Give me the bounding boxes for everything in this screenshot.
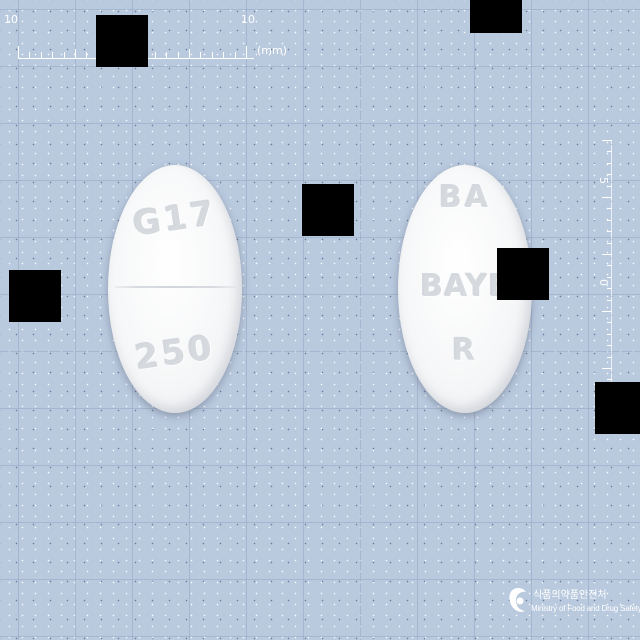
ruler-tick — [607, 299, 612, 301]
ruler-tick — [154, 52, 156, 58]
ruler-label-right: 10 — [241, 13, 255, 26]
tablet-right-imprint-top: BA — [438, 180, 492, 215]
ruler-tick — [607, 345, 612, 347]
tablet-left-imprint-bottom: 250 — [132, 327, 218, 379]
tablet-left-imprint-top: G17 — [130, 193, 220, 245]
ruler-tick — [166, 52, 168, 58]
ruler-tick — [246, 46, 247, 58]
ruler-vline — [611, 140, 612, 430]
ruler-label-left: 10 — [4, 13, 18, 26]
ministry-watermark: 식품의약품안전처 Ministry of Food and Drug Safet… — [507, 584, 640, 620]
tablet-left: G17 250 — [108, 165, 242, 413]
ruler-tick — [63, 52, 65, 58]
watermark-korean: 식품의약품안전처 — [533, 590, 607, 601]
ruler-tick — [29, 52, 31, 58]
ruler-tick — [607, 185, 612, 187]
ruler-tick — [607, 276, 612, 278]
ruler-tick — [211, 52, 213, 58]
redaction-block — [96, 15, 148, 67]
ruler-tick — [607, 219, 612, 221]
vertical-ruler-label-5: 5 — [597, 177, 610, 184]
score-line — [114, 286, 236, 288]
ruler-unit-label: (mm) — [257, 44, 288, 57]
ruler-tick — [602, 197, 612, 198]
ruler-tick — [607, 242, 612, 244]
ruler-tick — [607, 174, 612, 176]
ruler-tick — [602, 368, 612, 369]
redaction-block — [9, 270, 61, 322]
ruler-tick — [177, 52, 179, 58]
ruler-tick — [607, 151, 612, 153]
vertical-ruler-label-0: 0 — [597, 279, 610, 286]
ruler-tick — [607, 322, 612, 324]
watermark-english: Ministry of Food and Drug Safety — [531, 604, 640, 613]
ruler-tick — [223, 52, 225, 58]
ruler-tick — [602, 140, 612, 141]
ruler-tick — [86, 52, 88, 58]
ministry-logo-icon — [509, 588, 526, 612]
ruler-tick — [607, 288, 612, 290]
redaction-block — [595, 382, 640, 434]
tablet-right-imprint-bottom: R — [451, 333, 479, 368]
ruler-tick — [607, 356, 612, 358]
tablet-right-imprint-middle: BAYE — [420, 269, 510, 304]
ruler-tick — [607, 333, 612, 335]
ruler-tick — [52, 52, 54, 58]
ruler-tick — [200, 52, 202, 58]
ruler-tick — [607, 379, 612, 381]
ruler-tick — [602, 311, 612, 312]
ruler-tick — [75, 49, 76, 58]
ruler-tick — [189, 49, 190, 58]
ruler-tick — [18, 46, 19, 58]
ruler-tick — [607, 231, 612, 233]
redaction-block — [470, 0, 522, 33]
ruler-tick — [234, 52, 236, 58]
redaction-block — [302, 184, 354, 236]
redaction-block — [497, 248, 549, 300]
ruler-tick — [607, 265, 612, 267]
ruler-tick — [602, 254, 612, 255]
ruler-tick — [40, 52, 42, 58]
ruler-tick — [607, 208, 612, 210]
ruler-tick — [607, 162, 612, 164]
